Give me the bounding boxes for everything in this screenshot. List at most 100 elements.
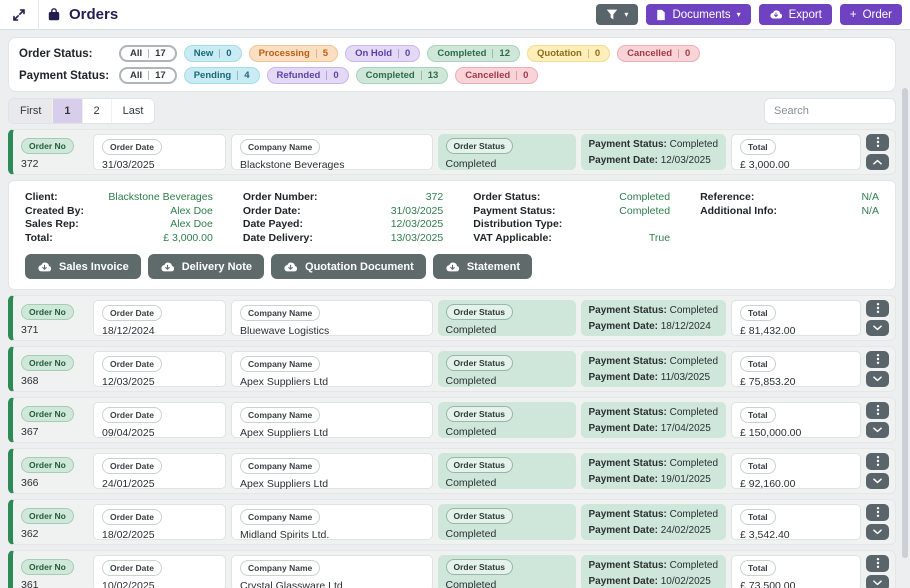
scrollbar-thumb[interactable] bbox=[902, 88, 908, 558]
row-menu-button[interactable] bbox=[866, 134, 889, 151]
pill-label: Cancelled bbox=[465, 70, 510, 81]
documents-button[interactable]: Documents ▾ bbox=[646, 4, 750, 25]
page-title: Orders bbox=[69, 6, 118, 23]
detail-group: Client:Blackstone BeveragesCreated By:Al… bbox=[25, 191, 213, 245]
row-expand-button[interactable] bbox=[866, 575, 889, 588]
document-download-button[interactable]: Statement bbox=[433, 254, 532, 279]
pill-separator bbox=[421, 71, 422, 80]
document-download-button[interactable]: Quotation Document bbox=[271, 254, 426, 279]
kebab-menu-icon bbox=[876, 557, 880, 569]
payment-date-value: 18/12/2024 bbox=[661, 321, 711, 332]
payment-cell: Payment Status: Completed Payment Date: … bbox=[581, 300, 727, 336]
status-filter-pill[interactable]: On Hold 0 bbox=[345, 45, 420, 62]
payment-date-label: Payment Date: bbox=[589, 155, 658, 166]
order-no-badge: Order No bbox=[21, 138, 74, 154]
order-status-value: Completed bbox=[446, 375, 568, 387]
row-menu-button[interactable] bbox=[866, 504, 889, 521]
company-name-value: Apex Suppliers Ltd bbox=[240, 376, 424, 388]
order-date-value: 12/03/2025 bbox=[102, 376, 217, 388]
vertical-scrollbar[interactable] bbox=[901, 34, 909, 588]
status-filter-pill[interactable]: Processing 5 bbox=[249, 45, 339, 62]
company-name-cell: Company Name Apex Suppliers Ltd bbox=[231, 351, 433, 387]
detail-group: Reference:N/AAdditional Info:N/A bbox=[700, 191, 879, 245]
row-expand-button[interactable] bbox=[866, 154, 889, 171]
detail-label: Order Status: bbox=[473, 191, 540, 205]
total-cell: Total £ 73,500.00 bbox=[731, 555, 861, 588]
total-cell: Total £ 3,542.40 bbox=[731, 504, 861, 540]
row-expand-button[interactable] bbox=[866, 320, 889, 337]
row-expand-button[interactable] bbox=[866, 422, 889, 439]
pill-label: Completed bbox=[366, 70, 415, 81]
total-badge: Total bbox=[740, 560, 776, 576]
payment-status-value: Completed bbox=[670, 407, 718, 418]
status-filter-pill[interactable]: Cancelled 0 bbox=[617, 45, 700, 62]
row-menu-button[interactable] bbox=[866, 555, 889, 572]
payment-date-line: Payment Date: 10/02/2025 bbox=[589, 576, 719, 587]
expand-button[interactable] bbox=[8, 4, 30, 26]
filter-button[interactable]: ▾ bbox=[596, 4, 638, 25]
top-bar: Orders ▾ Documents ▾ Export + Order bbox=[0, 0, 910, 30]
pill-separator bbox=[148, 49, 149, 58]
row-actions bbox=[866, 351, 890, 387]
row-expand-button[interactable] bbox=[866, 371, 889, 388]
payment-status-pills: All 17 Pending 4 Refunded 0 Completed 13… bbox=[119, 67, 538, 84]
row-menu-button[interactable] bbox=[866, 351, 889, 368]
order-no-badge: Order No bbox=[21, 457, 74, 473]
order-status-label: Order Status: bbox=[19, 48, 119, 60]
order-status-badge: Order Status bbox=[446, 559, 514, 575]
row-menu-button[interactable] bbox=[866, 300, 889, 317]
pagination-page-2[interactable]: 2 bbox=[82, 99, 111, 123]
detail-line: Additional Info:N/A bbox=[700, 205, 879, 219]
row-menu-button[interactable] bbox=[866, 402, 889, 419]
status-filter-pill[interactable]: Pending 4 bbox=[184, 67, 260, 84]
pagination-page-1[interactable]: 1 bbox=[52, 99, 81, 123]
order-date-badge: Order Date bbox=[102, 509, 162, 525]
status-filter-pill[interactable]: Cancelled 0 bbox=[455, 67, 538, 84]
order-no-value: 367 bbox=[21, 426, 80, 438]
total-cell: Total £ 75,853.20 bbox=[731, 351, 861, 387]
pill-label: Completed bbox=[437, 48, 486, 59]
kebab-menu-icon bbox=[876, 302, 880, 314]
payment-status-label: Payment Status: bbox=[589, 139, 667, 150]
export-button[interactable]: Export bbox=[759, 4, 832, 25]
detail-line: Order Number:372 bbox=[243, 191, 443, 205]
payment-date-label: Payment Date: bbox=[589, 474, 658, 485]
company-name-value: Blackstone Beverages bbox=[240, 159, 424, 171]
document-download-button[interactable]: Sales Invoice bbox=[25, 254, 141, 279]
pagination-last[interactable]: Last bbox=[111, 99, 155, 123]
total-value: £ 3,000.00 bbox=[740, 159, 852, 171]
company-name-badge: Company Name bbox=[240, 560, 320, 576]
row-menu-button[interactable] bbox=[866, 453, 889, 470]
status-filter-pill[interactable]: All 17 bbox=[119, 67, 177, 84]
status-filter-pill[interactable]: Refunded 0 bbox=[267, 67, 349, 84]
payment-status-value: Completed bbox=[670, 458, 718, 469]
status-filter-pill[interactable]: New 0 bbox=[184, 45, 242, 62]
document-download-button[interactable]: Delivery Note bbox=[148, 254, 264, 279]
status-filter-pill[interactable]: Completed 12 bbox=[427, 45, 520, 62]
status-filter-pill[interactable]: Quotation 0 bbox=[527, 45, 610, 62]
kebab-menu-icon bbox=[876, 136, 880, 148]
order-date-badge: Order Date bbox=[102, 139, 162, 155]
search-input[interactable] bbox=[764, 98, 896, 124]
row-expand-button[interactable] bbox=[866, 524, 889, 541]
row-actions bbox=[866, 300, 890, 336]
pill-separator bbox=[316, 49, 317, 58]
order-date-badge: Order Date bbox=[102, 458, 162, 474]
status-filter-pill[interactable]: All 17 bbox=[119, 45, 177, 62]
add-order-button[interactable]: + Order bbox=[840, 4, 902, 25]
row-actions bbox=[866, 504, 890, 540]
order-date-cell: Order Date 18/12/2024 bbox=[93, 300, 226, 336]
order-status-cell: Order Status Completed bbox=[438, 134, 576, 170]
status-filter-pill[interactable]: Completed 13 bbox=[356, 67, 449, 84]
order-status-cell: Order Status Completed bbox=[438, 504, 576, 540]
order-date-value: 18/12/2024 bbox=[102, 325, 217, 337]
detail-label: Sales Rep: bbox=[25, 218, 79, 232]
company-name-cell: Company Name Blackstone Beverages bbox=[231, 134, 433, 170]
pagination-first[interactable]: First bbox=[9, 99, 52, 123]
detail-value: N/A bbox=[861, 191, 879, 205]
order-date-value: 31/03/2025 bbox=[102, 159, 217, 171]
company-name-badge: Company Name bbox=[240, 356, 320, 372]
cloud-download-icon bbox=[769, 9, 783, 20]
document-button-label: Quotation Document bbox=[305, 261, 414, 273]
row-expand-button[interactable] bbox=[866, 473, 889, 490]
